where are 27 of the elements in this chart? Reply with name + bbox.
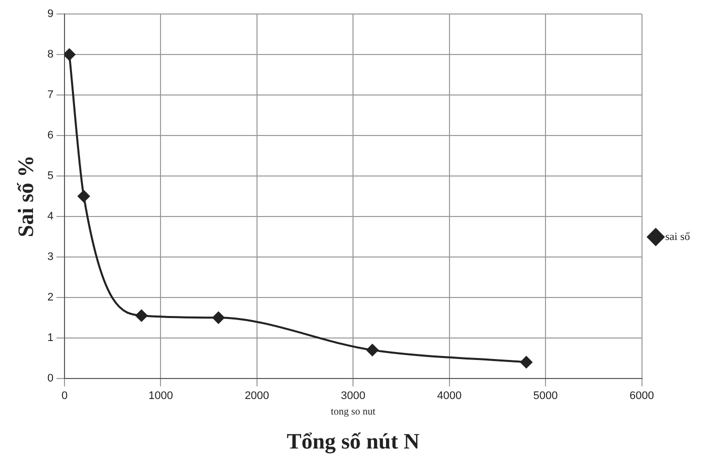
point: [212, 312, 224, 324]
x-tick-label: 3000: [340, 390, 366, 402]
y-axis-title: Sai số %: [12, 155, 38, 238]
x-tick-label: 6000: [630, 390, 654, 402]
y-tick-label: 2: [47, 291, 54, 304]
y-tick-label: 6: [47, 130, 54, 142]
legend-label: sai số: [665, 230, 690, 243]
y-tick-label: 0: [47, 372, 54, 384]
y-tick-label: 3: [47, 250, 54, 263]
y-tick-label: 1: [47, 332, 54, 344]
y-tick-label: 9: [47, 8, 54, 20]
x-tick-label: 0: [61, 390, 68, 402]
x-tick-label: 2000: [244, 390, 270, 402]
y-tick-label: 7: [47, 89, 54, 102]
point: [135, 310, 148, 322]
point: [366, 344, 378, 356]
text: tong so nut: [330, 406, 376, 418]
y-tick-label: 5: [47, 170, 54, 182]
x-axis-title: Tổng số nút N: [286, 428, 420, 454]
x-tick-label: 4000: [437, 390, 462, 402]
x-tick-label: 1000: [148, 390, 173, 402]
y-tick-label: 4: [47, 210, 54, 222]
point: [78, 190, 90, 202]
y-tick-label: 8: [47, 48, 54, 61]
point: [520, 356, 532, 368]
point: [64, 48, 76, 60]
x-tick-label: 5000: [533, 390, 558, 402]
